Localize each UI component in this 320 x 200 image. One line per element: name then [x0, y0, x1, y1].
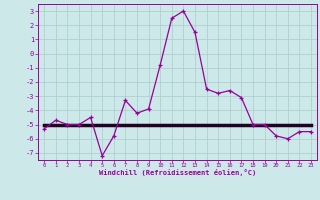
- X-axis label: Windchill (Refroidissement éolien,°C): Windchill (Refroidissement éolien,°C): [99, 169, 256, 176]
